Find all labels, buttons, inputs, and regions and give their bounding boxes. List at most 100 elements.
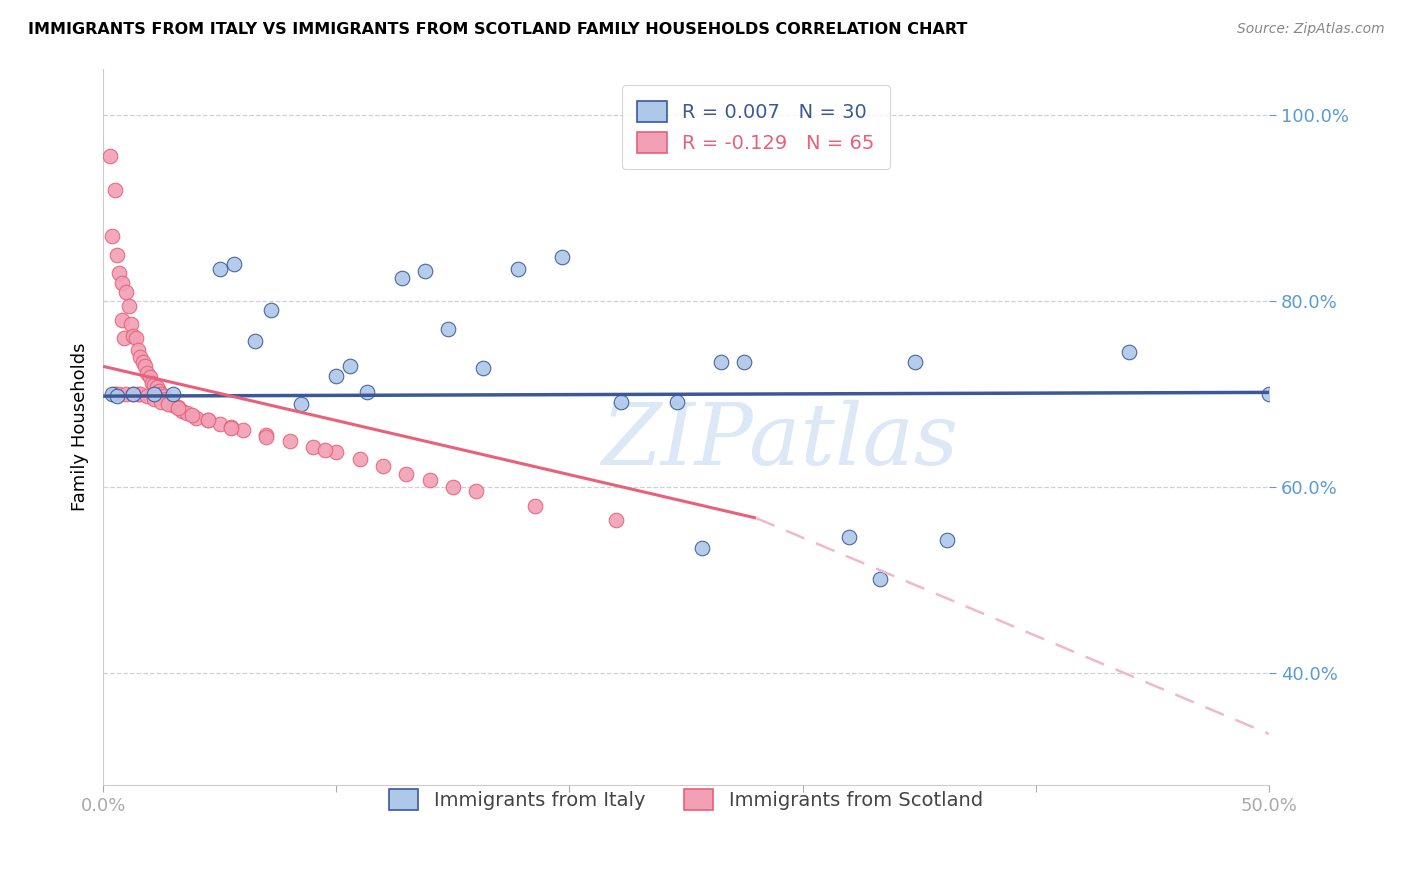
Point [104, 387, 127, 401]
Point [105, 247, 128, 261]
Point [162, 387, 184, 401]
Y-axis label: Family Households: Family Households [72, 343, 89, 511]
Point [134, 359, 156, 374]
Point [243, 334, 266, 349]
Point [108, 387, 131, 401]
Point [551, 250, 574, 264]
Point [172, 404, 194, 418]
Point [127, 387, 149, 401]
Point [101, 229, 124, 244]
Point [339, 359, 361, 374]
Point [108, 266, 131, 280]
Point [903, 354, 925, 368]
Point [155, 392, 177, 406]
Point [122, 328, 145, 343]
Point [222, 257, 245, 271]
Point [166, 401, 188, 415]
Point [419, 473, 441, 487]
Point [186, 411, 208, 425]
Point [125, 331, 148, 345]
Point [141, 376, 163, 390]
Point [105, 389, 128, 403]
Point [278, 434, 301, 448]
Point [221, 419, 243, 434]
Point [150, 387, 173, 401]
Point [232, 423, 254, 437]
Point [136, 366, 159, 380]
Point [157, 394, 180, 409]
Point [254, 430, 277, 444]
Point [208, 417, 231, 431]
Point [150, 394, 173, 409]
Point [127, 343, 149, 357]
Point [115, 387, 138, 401]
Point [101, 387, 124, 401]
Point [508, 261, 530, 276]
Point [437, 322, 460, 336]
Point [118, 299, 141, 313]
Point [465, 483, 488, 498]
Point [391, 271, 413, 285]
Point [260, 303, 283, 318]
Point [314, 443, 336, 458]
Point [1118, 345, 1140, 359]
Point [869, 572, 891, 586]
Point [254, 428, 277, 442]
Point [523, 499, 546, 513]
Point [180, 408, 202, 422]
Text: Source: ZipAtlas.com: Source: ZipAtlas.com [1237, 22, 1385, 37]
Point [605, 513, 627, 527]
Point [136, 389, 159, 403]
Point [104, 387, 127, 401]
Point [197, 413, 219, 427]
Point [115, 285, 138, 299]
Point [132, 354, 155, 368]
Point [472, 361, 495, 376]
Point [838, 530, 860, 544]
Point [129, 387, 152, 401]
Point [290, 396, 312, 410]
Point [145, 380, 167, 394]
Point [98, 149, 121, 163]
Point [610, 394, 633, 409]
Point [221, 421, 243, 435]
Point [356, 385, 378, 400]
Point [176, 406, 198, 420]
Point [1258, 387, 1281, 401]
Point [143, 378, 166, 392]
Point [349, 452, 371, 467]
Point [157, 396, 180, 410]
Point [143, 387, 166, 401]
Point [371, 458, 394, 473]
Point [111, 276, 134, 290]
Point [710, 354, 733, 368]
Text: ZIPatlas: ZIPatlas [600, 400, 957, 483]
Point [325, 445, 347, 459]
Point [122, 387, 145, 401]
Point [302, 440, 325, 454]
Point [325, 368, 347, 383]
Point [129, 350, 152, 364]
Point [104, 182, 127, 196]
Point [148, 384, 170, 399]
Point [692, 541, 714, 555]
Point [208, 261, 231, 276]
Point [143, 392, 166, 406]
Point [665, 394, 688, 409]
Text: IMMIGRANTS FROM ITALY VS IMMIGRANTS FROM SCOTLAND FAMILY HOUSEHOLDS CORRELATION : IMMIGRANTS FROM ITALY VS IMMIGRANTS FROM… [28, 22, 967, 37]
Point [152, 389, 174, 403]
Point [122, 387, 145, 401]
Point [120, 318, 142, 332]
Point [413, 264, 436, 278]
Legend: Immigrants from Italy, Immigrants from Scotland: Immigrants from Italy, Immigrants from S… [374, 773, 998, 826]
Point [112, 331, 135, 345]
Point [441, 480, 464, 494]
Point [111, 313, 134, 327]
Point [139, 370, 162, 384]
Point [162, 399, 184, 413]
Point [733, 354, 755, 368]
Point [936, 533, 959, 548]
Point [166, 401, 188, 416]
Point [197, 413, 219, 427]
Point [395, 467, 418, 482]
